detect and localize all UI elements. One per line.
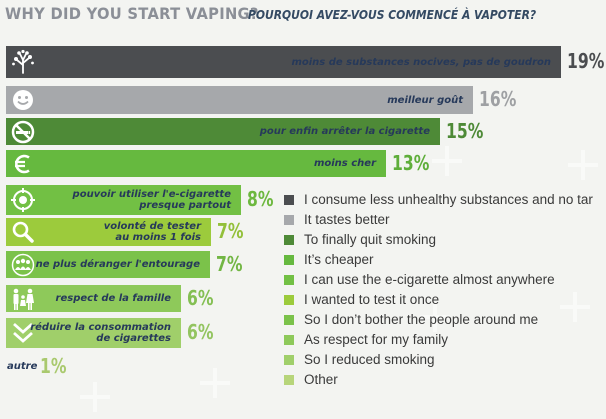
bar-4: moins cher	[6, 150, 386, 177]
tree-icon	[6, 46, 40, 78]
legend-swatch	[284, 315, 294, 325]
legend-label: Other	[304, 372, 338, 387]
data-label: 7%	[216, 251, 243, 276]
data-label: 1%	[40, 354, 67, 378]
legend-item: It tastes better	[284, 212, 600, 228]
bar-label: moins cher	[313, 158, 376, 169]
legend-swatch	[284, 355, 294, 365]
bar-label: pour enfin arrêter la cigarette	[259, 126, 430, 137]
legend-item: As respect for my family	[284, 332, 600, 348]
legend-item: To finally quit smoking	[284, 232, 600, 248]
legend-swatch	[284, 335, 294, 345]
bar-9: réduire la consommation de cigarettes	[6, 318, 181, 348]
legend-item: So I don’t bother the people around me	[284, 312, 600, 328]
chevrons-down-icon	[6, 318, 40, 348]
data-label: 8%	[247, 187, 274, 211]
chart-title-english: WHY DID YOU START VAPING?	[5, 4, 259, 23]
data-label: 6%	[187, 285, 214, 310]
legend-item: I wanted to test it once	[284, 292, 600, 308]
magnifier-icon	[6, 218, 40, 246]
legend-item: It’s cheaper	[284, 252, 600, 268]
legend-label: I consume less unhealthy substances and …	[304, 192, 593, 207]
background-plus-decoration	[568, 150, 598, 180]
bar-7: ne plus déranger l'entourage	[6, 251, 210, 278]
legend-label: To finally quit smoking	[304, 232, 437, 247]
bar-label: réduire la consommation de cigarettes	[30, 322, 171, 344]
family-icon	[6, 285, 40, 312]
legend-label: It’s cheaper	[304, 252, 374, 267]
legend-swatch	[284, 275, 294, 285]
legend-label: As respect for my family	[304, 332, 449, 347]
data-label: 19%	[567, 49, 605, 73]
legend-item: So I reduced smoking	[284, 352, 600, 368]
legend-item: Other	[284, 372, 600, 388]
bar-label: respect de la famille	[55, 293, 171, 304]
bar-label: pouvoir utiliser l'e-cigarette presque p…	[72, 189, 231, 211]
bar-8: respect de la famille	[6, 285, 181, 312]
legend-swatch	[284, 295, 294, 305]
legend-item: I consume less unhealthy substances and …	[284, 192, 600, 208]
bar-3: pour enfin arrêter la cigarette	[6, 118, 440, 145]
background-plus-decoration	[432, 146, 462, 176]
background-plus-decoration	[560, 292, 590, 322]
euro-icon	[6, 150, 40, 177]
legend-swatch	[284, 255, 294, 265]
chart-header: WHY DID YOU START VAPING? POURQUOI AVEZ-…	[5, 4, 536, 30]
bar-2: meilleur goût	[6, 86, 473, 114]
data-label: 13%	[392, 150, 430, 175]
bar-5: pouvoir utiliser l'e-cigarette presque p…	[6, 185, 241, 215]
bar-label: ne plus déranger l'entourage	[35, 259, 200, 270]
bar-label: moins de substances nocives, pas de goud…	[291, 56, 551, 68]
chart-title-french: POURQUOI AVEZ-VOUS COMMENCÉ À VAPOTER?	[248, 7, 537, 22]
data-label: 7%	[217, 219, 244, 243]
target-icon	[6, 185, 40, 215]
data-label: 15%	[446, 118, 484, 143]
no-smoking-icon	[6, 118, 40, 145]
legend-label: So I don’t bother the people around me	[304, 312, 539, 327]
background-plus-decoration	[200, 368, 230, 398]
legend-label: I wanted to test it once	[304, 292, 440, 307]
bar-label: volonté de tester au moins 1 fois	[103, 221, 201, 243]
background-plus-decoration	[420, 302, 450, 332]
legend-label: I can use the e-cigarette almost anywher…	[304, 272, 555, 287]
smile-icon	[6, 86, 40, 114]
data-label: 16%	[479, 87, 517, 111]
legend-swatch	[284, 195, 294, 205]
legend-swatch	[284, 375, 294, 385]
legend-label: It tastes better	[304, 212, 390, 227]
group-icon	[6, 251, 40, 278]
background-plus-decoration	[80, 382, 110, 412]
data-label: 6%	[187, 320, 214, 344]
bar-1: moins de substances nocives, pas de goud…	[6, 46, 561, 78]
bar-label: meilleur goût	[387, 94, 463, 106]
legend-swatch	[284, 235, 294, 245]
legend-label: So I reduced smoking	[304, 352, 435, 367]
legend-swatch	[284, 215, 294, 225]
bar-label: autre	[7, 361, 38, 372]
bar-6: volonté de tester au moins 1 fois	[6, 218, 211, 246]
chart-legend: I consume less unhealthy substances and …	[284, 192, 600, 392]
legend-item: I can use the e-cigarette almost anywher…	[284, 272, 600, 288]
